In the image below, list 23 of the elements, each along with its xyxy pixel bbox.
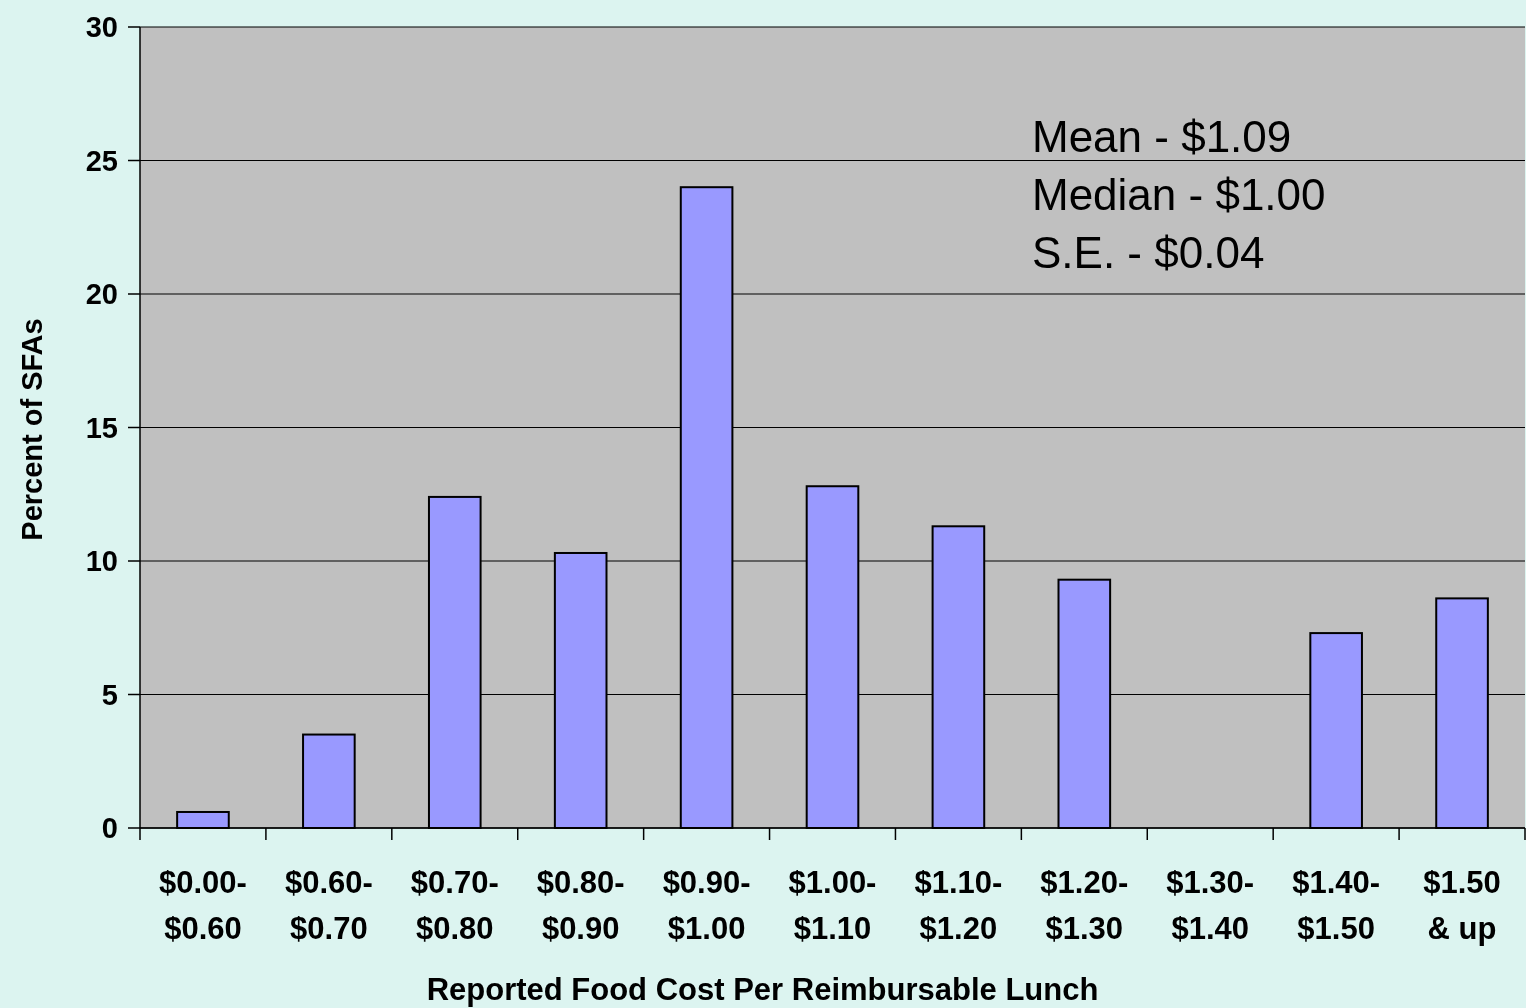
x-tick-label: $0.80- $0.90: [536, 865, 625, 946]
annotation: S.E. - $0.04: [1032, 228, 1265, 277]
x-tick-label: $0.00- $0.60: [159, 865, 247, 946]
x-tick-label: $0.60- $0.70: [284, 865, 373, 946]
y-tick-label: 20: [85, 278, 118, 311]
x-tick-label: $1.30- $1.40: [1166, 865, 1255, 946]
x-tick-label: $1.50 & up: [1423, 865, 1501, 946]
x-tick-label: $0.70- $0.80: [410, 865, 499, 946]
y-tick-label: 0: [101, 812, 118, 845]
y-tick-label: 25: [85, 144, 118, 177]
x-tick-label: $1.40- $1.50: [1292, 865, 1381, 946]
x-tick-label: $1.20- $1.30: [1040, 865, 1129, 946]
x-tick-label: $0.90- $1.00: [662, 865, 751, 946]
y-tick-label: 5: [101, 678, 118, 711]
x-tick-label: $1.00- $1.10: [788, 865, 877, 946]
y-tick-label: 30: [85, 11, 118, 44]
x-tick-label: $1.10- $1.20: [914, 865, 1003, 946]
y-tick-label: 15: [85, 411, 118, 444]
x-axis-title: Reported Food Cost Per Reimbursable Lunch: [426, 972, 1099, 1007]
y-axis-title: Percent of SFAs: [16, 318, 48, 541]
y-tick-label: 10: [85, 545, 118, 578]
annotation: Median - $1.00: [1032, 170, 1326, 219]
annotation: Mean - $1.09: [1032, 112, 1292, 161]
